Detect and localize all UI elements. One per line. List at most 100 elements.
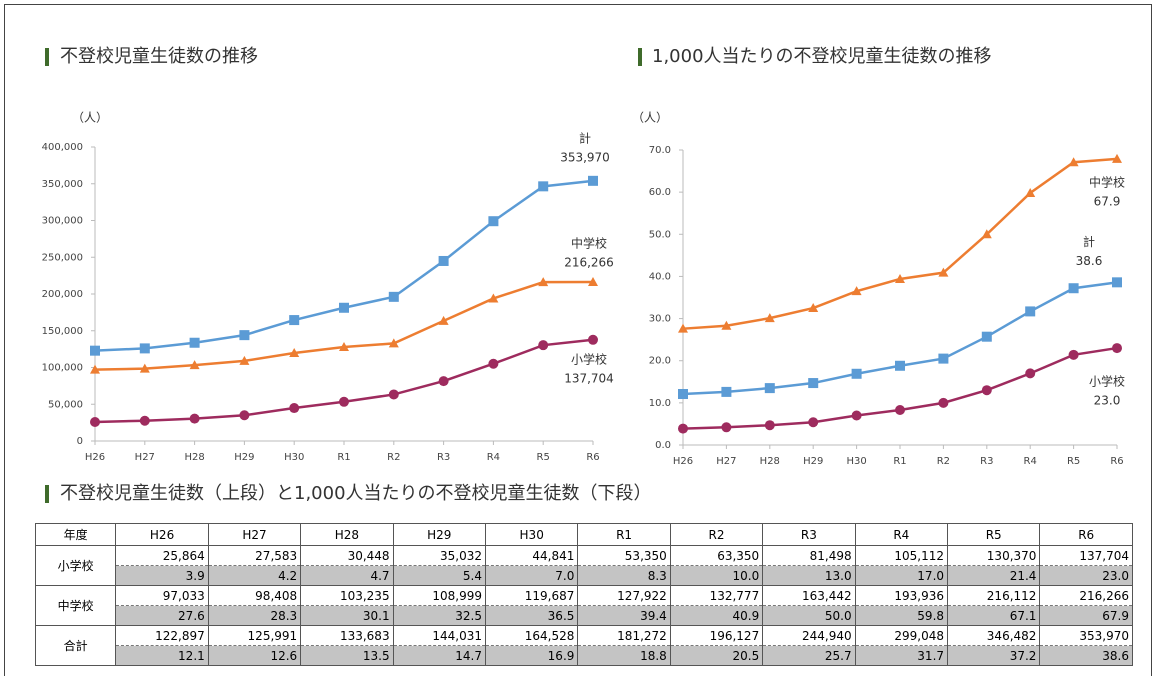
rate-cell: 13.0 — [762, 565, 856, 586]
x-tick-label: R6 — [1110, 456, 1123, 467]
marker — [764, 420, 775, 431]
data-label: 23.0 — [1094, 394, 1121, 408]
count-cell: 105,112 — [854, 545, 949, 566]
series-line — [682, 346, 1118, 430]
rate-cell: 20.5 — [669, 645, 764, 666]
marker — [981, 229, 992, 239]
marker — [438, 255, 449, 266]
x-tick-label: H29 — [803, 456, 823, 467]
rate-cell: 27.6 — [115, 605, 209, 626]
marker — [289, 403, 300, 414]
rate-cell: 21.4 — [947, 565, 1041, 586]
rate-cell: 67.9 — [1039, 605, 1133, 626]
marker — [90, 364, 100, 374]
rate-cell: 14.7 — [392, 645, 486, 666]
y-tick-label: 150,000 — [42, 326, 83, 337]
marker — [339, 341, 349, 351]
header-cell: R1 — [577, 523, 671, 546]
marker — [239, 330, 250, 341]
rate-cell: 13.5 — [300, 645, 394, 666]
series-label: 小学校 — [571, 351, 607, 366]
header-cell: R3 — [762, 523, 856, 546]
x-tick-label: R4 — [1024, 456, 1037, 467]
count-cell: 30,448 — [300, 545, 394, 566]
count-cell: 164,528 — [484, 625, 579, 646]
marker — [938, 353, 949, 364]
marker — [1025, 187, 1036, 197]
marker — [808, 417, 819, 428]
header-cell: H30 — [484, 523, 579, 546]
header-cell: 年度 — [34, 523, 117, 546]
frame — [4, 4, 1152, 676]
data-label: 216,266 — [564, 256, 614, 270]
series-label: 中学校 — [1089, 174, 1125, 189]
x-tick-label: H28 — [760, 456, 780, 467]
rate-cell: 36.5 — [484, 605, 579, 626]
x-tick-label: R5 — [537, 452, 550, 463]
header-row: 年度 H26 H27 H28 H29 H30 R1 R2 R3 R4 R5 R6 — [34, 523, 1133, 546]
marker — [1112, 277, 1122, 288]
header-cell: H29 — [392, 523, 486, 546]
chart-title: 不登校児童生徒数の推移 — [60, 46, 258, 67]
count-row: 中学校 97,033 98,408 103,235 108,999 119,687 127,… — [34, 585, 1133, 626]
x-tick-label: R1 — [893, 456, 906, 467]
marker — [678, 389, 688, 400]
series-label: 中学校 — [571, 236, 607, 251]
marker — [538, 340, 549, 351]
count-cell: 81,498 — [762, 545, 856, 566]
rate-cell: 30.1 — [300, 605, 394, 626]
marker — [239, 410, 250, 421]
marker — [239, 355, 250, 365]
count-cell: 103,235 — [300, 585, 394, 606]
marker — [1025, 368, 1036, 379]
marker — [189, 413, 200, 424]
count-cell: 53,350 — [577, 545, 671, 566]
marker — [678, 323, 688, 333]
header-cell: H28 — [300, 523, 394, 546]
y-tick-label: 350,000 — [42, 179, 83, 190]
marker — [339, 396, 349, 407]
series-line — [682, 157, 1118, 330]
y-tick-label: 300,000 — [42, 216, 83, 227]
count-cell: 144,031 — [392, 625, 486, 646]
x-tick-label: R3 — [437, 452, 450, 463]
x-tick-label: R6 — [586, 452, 599, 463]
count-cell: 196,127 — [669, 625, 764, 646]
marker — [488, 358, 499, 369]
marker — [388, 389, 399, 400]
rate-cell: 3.9 — [115, 565, 209, 586]
header-cell: R6 — [1039, 523, 1133, 546]
series-line — [682, 281, 1118, 396]
rate-row: 3.9 4.2 4.7 5.4 7.0 8.3 10.0 13.0 17.0 21.4 23.0 — [36, 565, 1133, 586]
chart-title: 1,000人当たりの不登校児童生徒数の推移 — [652, 46, 992, 67]
marker — [139, 415, 150, 426]
rate-cell: 38.6 — [1039, 645, 1133, 666]
marker — [764, 313, 775, 323]
series-label: 計 — [579, 130, 591, 145]
series-line — [94, 179, 594, 352]
marker — [1068, 349, 1079, 360]
marker — [339, 302, 349, 313]
count-cell: 108,999 — [392, 585, 486, 606]
y-tick-label: 200,000 — [42, 289, 83, 300]
rate-cell: 18.8 — [577, 645, 671, 666]
rate-row: 12.1 12.6 13.5 14.7 16.9 18.8 20.5 25.7 31.7 37.2… — [36, 645, 1133, 666]
count-cell: 127,922 — [577, 585, 671, 606]
y-tick-label: 60.0 — [649, 187, 671, 198]
marker — [588, 334, 598, 345]
y-axis-label: （人） — [72, 111, 108, 125]
x-tick-label: H30 — [846, 456, 866, 467]
marker — [895, 273, 905, 283]
marker — [851, 410, 862, 421]
series-line — [94, 280, 594, 371]
marker — [938, 267, 949, 277]
count-cell: 119,687 — [484, 585, 579, 606]
y-tick-label: 0.0 — [655, 440, 671, 451]
rate-cell: 7.0 — [484, 565, 579, 586]
marker — [388, 338, 399, 348]
rate-cell: 17.0 — [854, 565, 949, 586]
x-tick-label: R1 — [337, 452, 350, 463]
marker — [488, 216, 499, 227]
x-tick-label: R3 — [980, 456, 993, 467]
